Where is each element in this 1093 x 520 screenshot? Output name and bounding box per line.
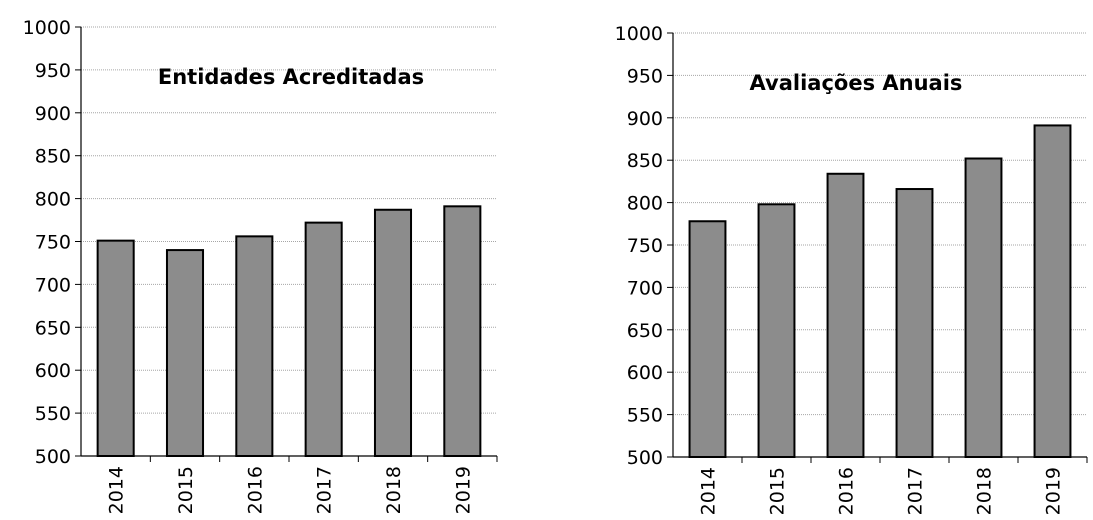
- y-tick-label: 900: [627, 108, 663, 130]
- y-tick-label: 1000: [615, 23, 663, 45]
- bar-2018: [964, 157, 1003, 458]
- x-tick-label-2019: 2019: [452, 466, 474, 514]
- x-tick-label-2017: 2017: [314, 466, 336, 514]
- y-tick-label: 850: [35, 146, 71, 168]
- bar-2019: [443, 205, 482, 457]
- bars: [96, 205, 482, 457]
- bar-2015: [165, 249, 205, 457]
- y-tick-label: 800: [35, 189, 71, 211]
- y-tick-label: 700: [627, 277, 663, 299]
- x-tick-label-2019: 2019: [1043, 467, 1065, 515]
- x-tick-label-2016: 2016: [836, 467, 858, 515]
- bar-2016: [826, 172, 865, 458]
- bar-2015: [757, 203, 796, 458]
- chart-entidades-acreditadas: 500 550 600 650 700 750 800 850 900 950 1000 2014 2…: [0, 0, 546, 520]
- y-tick-label: 750: [627, 235, 663, 257]
- bar-2014: [688, 220, 727, 458]
- axes: [667, 32, 1088, 463]
- bar-2014: [96, 239, 135, 457]
- y-tick-label: 500: [627, 447, 663, 469]
- x-tick-label-2016: 2016: [244, 466, 266, 514]
- y-tick-label: 950: [627, 65, 663, 87]
- x-tick-label-2018: 2018: [383, 466, 405, 514]
- bar-2019: [1033, 124, 1072, 458]
- chart-avaliacoes-anuais: 500 550 600 650 700 750 800 850 900 950 1000 2014 2…: [546, 0, 1093, 520]
- chart-title: Entidades Acreditadas: [158, 65, 424, 89]
- bar-2018: [373, 208, 413, 457]
- y-tick-label: 1000: [23, 17, 71, 39]
- axes: [75, 26, 498, 462]
- x-tick-label-2017: 2017: [905, 467, 927, 515]
- x-tick-label-2014: 2014: [698, 467, 720, 515]
- y-tick-label: 700: [35, 274, 71, 296]
- x-tick-label-2015: 2015: [767, 467, 789, 515]
- grid-lines: [81, 26, 497, 414]
- x-tick-label-2015: 2015: [175, 466, 197, 514]
- grid-lines: [673, 32, 1087, 416]
- x-tick-label-2014: 2014: [106, 466, 128, 514]
- y-tick-label: 800: [627, 193, 663, 215]
- x-tick-labels: 2014 2015 2016 2017 2018 2019: [698, 467, 1065, 515]
- x-tick-label-2018: 2018: [974, 467, 996, 515]
- y-tick-label: 500: [35, 446, 71, 468]
- y-tick-label: 600: [627, 362, 663, 384]
- y-tick-labels: 500 550 600 650 700 750 800 850 900 950 1000: [615, 23, 663, 469]
- y-tick-label: 650: [35, 317, 71, 339]
- y-tick-label: 600: [35, 360, 71, 382]
- y-tick-label: 550: [35, 403, 71, 425]
- bars: [688, 124, 1072, 458]
- y-tick-label: 650: [627, 320, 663, 342]
- y-tick-label: 850: [627, 150, 663, 172]
- bar-2017: [895, 188, 934, 458]
- chart-title: Avaliações Anuais: [750, 71, 963, 95]
- y-tick-labels: 500 550 600 650 700 750 800 850 900 950 1000: [23, 17, 71, 468]
- y-tick-label: 550: [627, 405, 663, 427]
- y-tick-label: 950: [35, 60, 71, 82]
- x-tick-labels: 2014 2015 2016 2017 2018 2019: [106, 466, 475, 514]
- y-tick-label: 750: [35, 232, 71, 254]
- bar-2016: [235, 235, 274, 457]
- y-tick-label: 900: [35, 103, 71, 125]
- bar-2017: [304, 221, 343, 457]
